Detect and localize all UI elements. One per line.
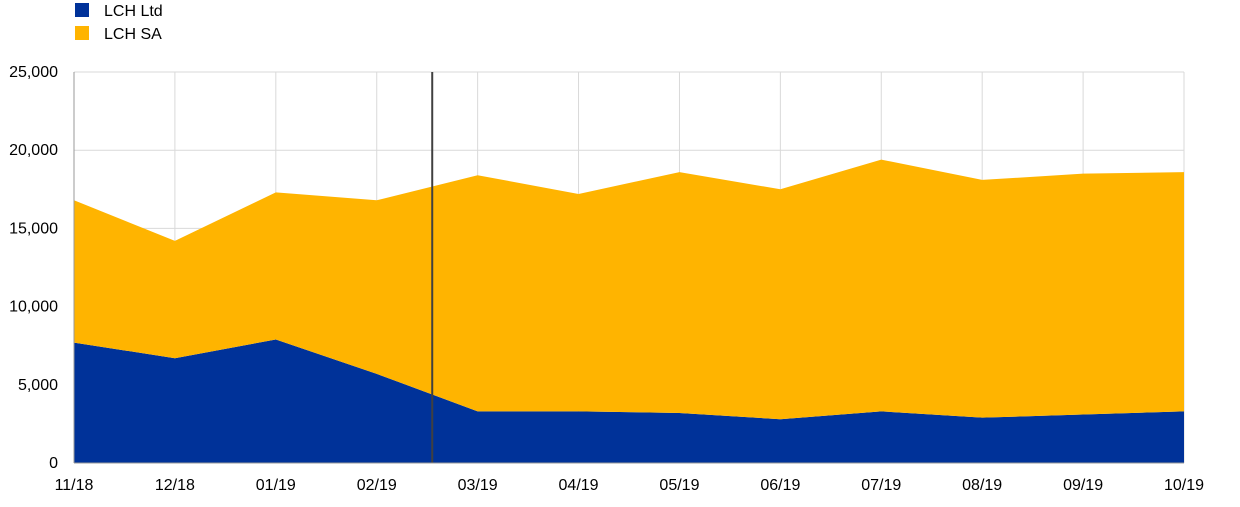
x-tick-label: 01/19 — [256, 477, 296, 494]
legend-label-lch-ltd: LCH Ltd — [104, 3, 163, 20]
x-tick-label: 10/19 — [1164, 477, 1204, 494]
x-tick-label: 06/19 — [760, 477, 800, 494]
area-series-lch-ltd — [74, 339, 1184, 463]
y-tick-label: 0 — [49, 455, 58, 472]
y-tick-label: 5,000 — [18, 377, 58, 394]
y-tick-label: 15,000 — [9, 220, 58, 237]
x-tick-label: 09/19 — [1063, 477, 1103, 494]
x-tick-label: 12/18 — [155, 477, 195, 494]
legend-swatch-lch-ltd — [75, 3, 89, 17]
y-tick-label: 25,000 — [9, 64, 58, 81]
legend-swatch-lch-sa — [75, 26, 89, 40]
legend-label-lch-sa: LCH SA — [104, 26, 162, 43]
x-tick-label: 05/19 — [659, 477, 699, 494]
y-tick-label: 20,000 — [9, 142, 58, 159]
x-tick-label: 08/19 — [962, 477, 1002, 494]
y-tick-label: 10,000 — [9, 299, 58, 316]
area-series-lch-sa — [74, 159, 1184, 420]
x-tick-label: 07/19 — [861, 477, 901, 494]
x-tick-label: 03/19 — [458, 477, 498, 494]
x-tick-label: 04/19 — [559, 477, 599, 494]
x-tick-label: 11/18 — [55, 477, 94, 494]
x-tick-label: 02/19 — [357, 477, 397, 494]
